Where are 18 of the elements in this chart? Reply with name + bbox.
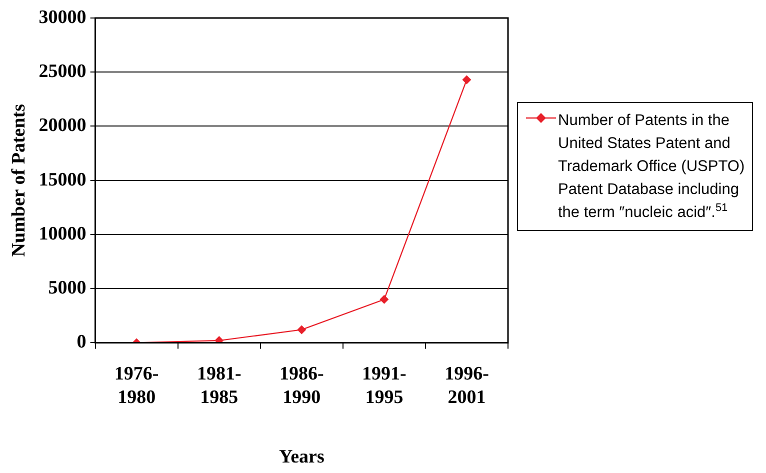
x-tick-label: 1991-1995 bbox=[362, 363, 406, 408]
point bbox=[297, 325, 306, 334]
y-tick-label: 25000 bbox=[38, 61, 86, 82]
point bbox=[380, 294, 389, 304]
y-tick-label: 0 bbox=[76, 332, 86, 353]
x-tick-label: 1976-1980 bbox=[114, 363, 159, 408]
y-axis-title: Number of Patents bbox=[8, 104, 30, 257]
x-tick-label: 1986-1990 bbox=[279, 363, 324, 408]
x-tick-label: 1981-1985 bbox=[196, 363, 242, 408]
x-axis-title: Years bbox=[278, 446, 324, 468]
y-tick-label: 30000 bbox=[38, 6, 86, 28]
y-tick-label: 5000 bbox=[48, 277, 86, 298]
y-tick-label: 10000 bbox=[38, 223, 86, 244]
legend-label: Number of Patents in the United States Patent and Trademark Office (USPTO) Patent Database including the term ″nucleic acid″.$^{51}$ bbox=[558, 111, 746, 223]
y-tick-label: 15000 bbox=[38, 169, 86, 190]
y-tick-label: 20000 bbox=[38, 115, 86, 136]
x-tick-label: 1996-2001 bbox=[444, 363, 489, 408]
point bbox=[462, 75, 472, 84]
